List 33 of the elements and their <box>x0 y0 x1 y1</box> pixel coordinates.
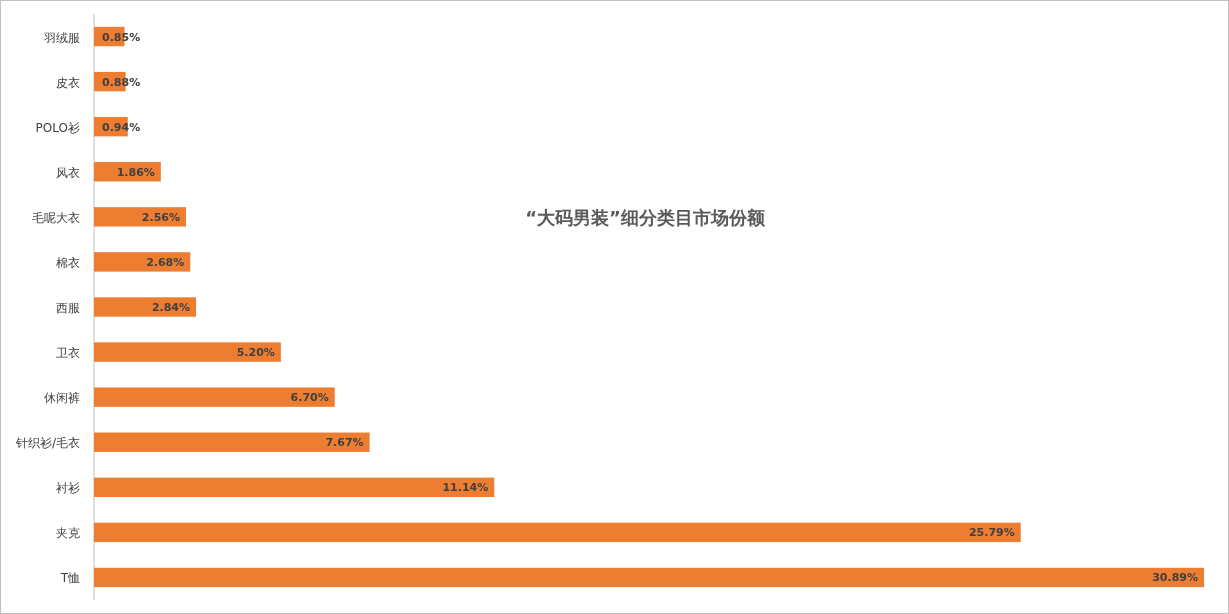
y-tick-label: T恤 <box>59 571 80 586</box>
y-tick-label: 休闲裤 <box>44 391 80 406</box>
data-label: 30.89% <box>1152 571 1198 585</box>
y-tick-label: 针织衫/毛衣 <box>14 436 80 451</box>
bar <box>94 477 495 497</box>
y-tick-label: 夹克 <box>56 526 80 541</box>
bar <box>94 567 1204 588</box>
data-label: 1.86% <box>116 165 155 179</box>
bar <box>94 522 1021 543</box>
bar <box>94 297 197 317</box>
bar <box>94 252 191 272</box>
data-label: 2.56% <box>141 210 180 224</box>
text: “大码男装”细分类目市场份额 <box>525 207 766 228</box>
bar <box>94 342 281 362</box>
y-tick-label: 西服 <box>56 301 80 315</box>
y-tick-label: 毛呢大衣 <box>32 210 80 225</box>
bar <box>94 387 335 407</box>
data-label: 2.84% <box>151 301 191 314</box>
bar <box>94 432 370 452</box>
y-tick-label: 风衣 <box>56 165 80 180</box>
data-label: 7.67% <box>325 436 364 450</box>
data-label: 2.68% <box>146 255 185 269</box>
data-label: 25.79% <box>968 526 1015 540</box>
bar <box>94 207 186 227</box>
y-tick-label: 皮衣 <box>56 75 80 90</box>
data-label: 11.14% <box>442 481 489 495</box>
data-label: 6.70% <box>290 391 329 405</box>
data-label: 5.20% <box>236 346 275 360</box>
y-tick-label: 衬衫 <box>56 481 80 496</box>
y-tick-label: 羽绒服 <box>43 30 80 45</box>
y-tick-label: 卫衣 <box>56 346 80 361</box>
y-tick-label: 棉衣 <box>56 255 80 270</box>
y-tick-label: POLO衫 <box>35 120 80 135</box>
